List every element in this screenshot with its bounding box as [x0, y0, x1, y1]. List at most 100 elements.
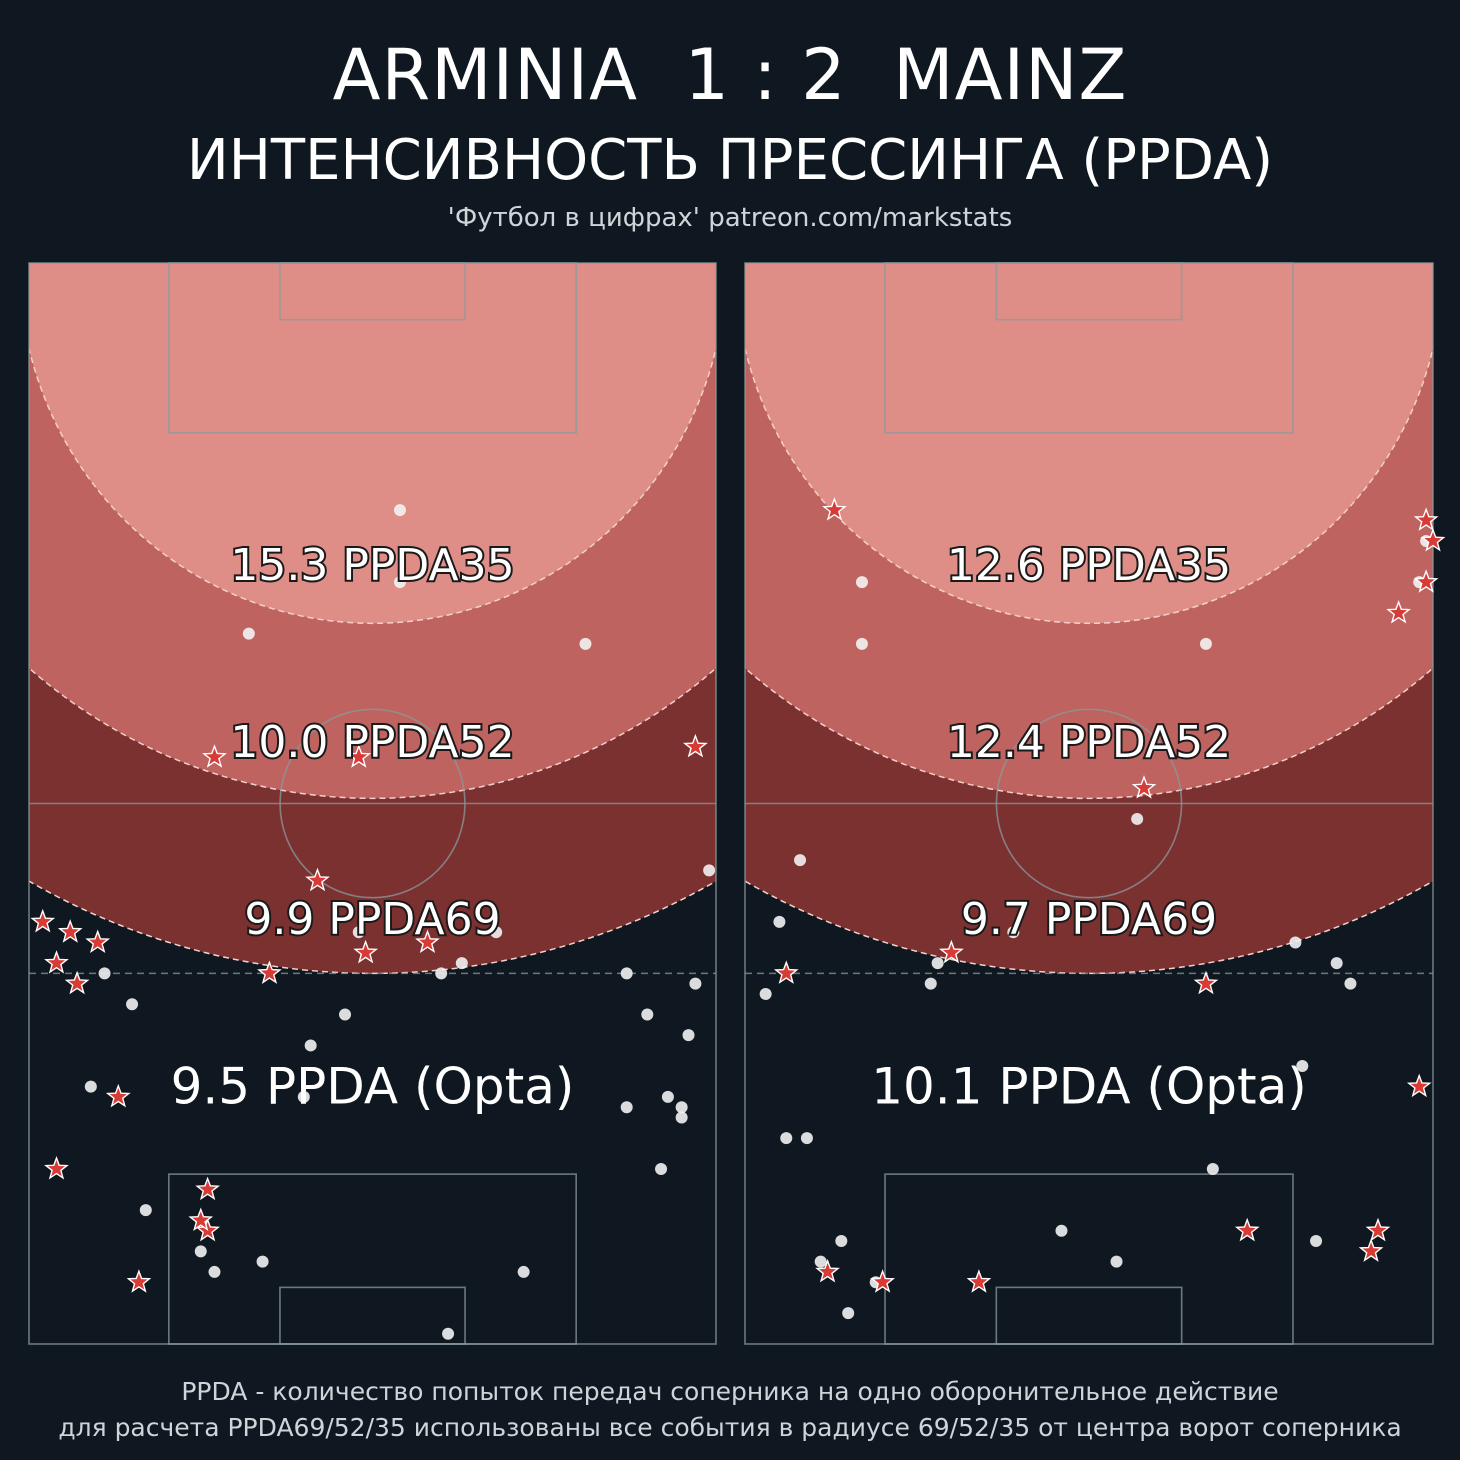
defensive-action-dot — [139, 1204, 152, 1217]
defensive-action-star — [305, 867, 330, 892]
defensive-action-star — [1413, 569, 1439, 593]
defensive-action-star — [105, 1083, 131, 1108]
defensive-action-star — [966, 1269, 992, 1293]
defensive-action-dot — [655, 1162, 668, 1175]
footnote-line-2: для расчета PPDA69/52/35 использованы вс… — [58, 1413, 1402, 1442]
defensive-action-dot — [1007, 926, 1020, 939]
defensive-action-dot — [84, 1080, 97, 1093]
defensive-action-dot — [304, 1039, 317, 1052]
defensive-action-star — [346, 744, 372, 768]
defensive-action-dot — [352, 926, 365, 939]
defensive-action-star — [773, 960, 799, 984]
defensive-action-dot — [393, 576, 406, 589]
defensive-action-star — [353, 939, 379, 964]
defensive-action-dot — [242, 627, 255, 640]
defensive-action-dot — [1296, 1060, 1309, 1073]
defensive-action-dot — [1206, 1162, 1219, 1175]
defensive-action-star — [30, 908, 56, 933]
defensive-action-star — [1406, 1073, 1432, 1098]
defensive-action-star — [188, 1207, 214, 1232]
defensive-action-star — [822, 497, 847, 521]
defensive-action-dot — [931, 957, 944, 970]
pitch-panel-arminia: 9.9 PPDA69 10.0 PPDA52 15.3 PPDA35 9.5 PPDA… — [28, 262, 717, 1345]
defensive-action-dot — [620, 1101, 633, 1114]
defensive-action-dot — [579, 637, 592, 650]
zone-label-ppda69: 9.9 PPDA69 — [244, 894, 500, 945]
defensive-action-dot — [682, 1029, 695, 1042]
footnote-line-1: PPDA - количество попыток передач соперн… — [181, 1377, 1279, 1406]
markers — [759, 497, 1446, 1320]
defensive-action-dot — [842, 1307, 855, 1320]
defensive-action-dot — [1289, 936, 1302, 949]
defensive-action-dot — [517, 1265, 530, 1278]
defensive-action-dot — [1110, 1255, 1123, 1268]
defensive-action-dot — [661, 1090, 674, 1103]
defensive-action-dot — [194, 1245, 207, 1258]
opta-ppda-label: 9.5 PPDA (Opta) — [171, 1058, 575, 1116]
zone-label-ppda35: 15.3 PPDA35 — [230, 540, 514, 591]
defensive-action-dot — [339, 1008, 352, 1021]
defensive-action-dot — [442, 1327, 455, 1340]
source-credit: 'Футбол в цифрах' patreon.com/markstats — [447, 203, 1013, 233]
defensive-action-dot — [780, 1132, 793, 1145]
defensive-action-dot — [1310, 1235, 1323, 1248]
pitch-panel-mainz: 9.7 PPDA69 12.4 PPDA52 12.6 PPDA35 10.1 PPD… — [744, 262, 1446, 1345]
defensive-action-dot — [773, 915, 786, 928]
defensive-action-star — [815, 1258, 840, 1283]
defensive-action-star — [1131, 775, 1157, 799]
zone-label-ppda35: 12.6 PPDA35 — [947, 540, 1231, 591]
defensive-action-star — [938, 939, 964, 964]
defensive-action-dot — [855, 576, 868, 589]
chart-subtitle: ИНТЕНСИВНОСТЬ ПРЕССИНГА (PPDA) — [186, 128, 1274, 193]
defensive-action-dot — [490, 926, 503, 939]
zone-label-ppda52: 10.0 PPDA52 — [230, 717, 514, 768]
defensive-action-star — [1420, 528, 1446, 552]
defensive-action-dot — [924, 977, 937, 990]
zone-label-ppda52: 12.4 PPDA52 — [947, 717, 1231, 768]
defensive-action-star — [1358, 1238, 1384, 1262]
defensive-action-star — [202, 744, 227, 768]
defensive-action-dot — [794, 854, 807, 867]
defensive-action-star — [44, 950, 69, 974]
defensive-action-dot — [256, 1255, 269, 1268]
defensive-action-star — [64, 970, 90, 995]
defensive-action-star — [44, 1155, 69, 1180]
defensive-action-star — [1413, 507, 1439, 531]
defensive-action-star — [126, 1269, 152, 1293]
defensive-action-dot — [1344, 977, 1357, 990]
defensive-action-dot — [620, 967, 633, 980]
defensive-action-dot — [800, 1132, 813, 1145]
defensive-action-dot — [675, 1111, 688, 1124]
defensive-action-dot — [435, 967, 448, 980]
defensive-action-dot — [208, 1265, 221, 1278]
defensive-action-dot — [393, 504, 406, 517]
defensive-action-dot — [641, 1008, 654, 1021]
defensive-action-dot — [814, 1255, 827, 1268]
defensive-action-star — [870, 1269, 895, 1293]
defensive-action-star — [1234, 1217, 1260, 1242]
defensive-action-star — [195, 1176, 220, 1201]
defensive-action-star — [1386, 599, 1411, 624]
defensive-action-star — [415, 929, 440, 954]
defensive-action-dot — [126, 998, 139, 1011]
defensive-action-dot — [675, 1101, 688, 1114]
defensive-action-dot — [1055, 1224, 1068, 1237]
markers — [30, 504, 716, 1340]
defensive-action-star — [85, 929, 111, 954]
defensive-action-dot — [689, 977, 702, 990]
defensive-action-dot — [835, 1235, 848, 1248]
defensive-action-star — [57, 919, 83, 943]
defensive-action-star — [257, 960, 282, 984]
defensive-action-star — [1365, 1217, 1391, 1242]
defensive-action-dot — [759, 987, 772, 1000]
chart-title: ARMINIA 1 : 2 MAINZ — [332, 34, 1128, 116]
opta-ppda-label: 10.1 PPDA (Opta) — [871, 1058, 1307, 1116]
pitch-lines — [28, 262, 717, 1345]
defensive-action-dot — [98, 967, 111, 980]
defensive-action-dot — [297, 1090, 310, 1103]
defensive-action-dot — [1330, 957, 1343, 970]
pitch-lines — [744, 262, 1434, 1345]
defensive-action-dot — [455, 957, 468, 970]
zone-label-ppda69: 9.7 PPDA69 — [961, 894, 1217, 945]
